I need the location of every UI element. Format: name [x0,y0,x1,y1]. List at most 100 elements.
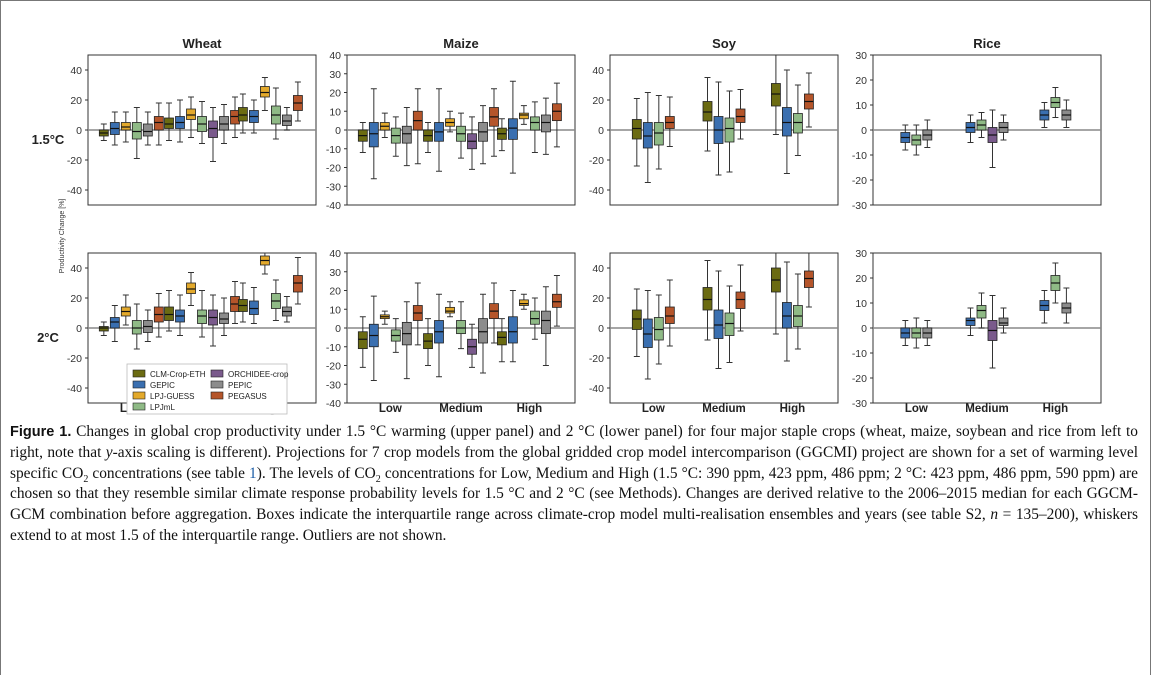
y-tick-label: 40 [329,50,341,62]
iqr-box [197,309,207,324]
box-lpjml-low [131,107,142,159]
y-tick-label: -30 [326,181,341,193]
y-tick-label: -30 [852,200,867,212]
y-tick-label: -10 [852,348,867,360]
box-pepic-medium [219,104,229,144]
box-pegasus-high [292,81,303,122]
box-lpjml-high [1050,87,1061,118]
y-tick-label: -20 [326,361,341,373]
box-orchidee-crop-medium [987,295,998,369]
iqr-box [219,312,229,324]
frame-border-top [0,0,1151,1]
iqr-box [664,306,675,324]
caption-yaxis: y [105,443,113,461]
iqr-box [713,309,724,339]
box-lpjml-low [653,294,664,365]
panel-title: Wheat [183,36,223,51]
box-gepic-low [109,305,120,342]
y-tick-label: 30 [329,69,341,81]
iqr-box [724,312,735,336]
box-pegasus-low [664,96,675,147]
box-lpj-guess-medium [186,96,196,138]
box-gepic-medium [434,293,444,378]
box-gepic-low [900,124,911,151]
x-category-label: Medium [702,403,745,415]
caption-text-5: concentrations for Low, Medium and High … [10,464,1138,524]
iqr-box [998,317,1009,326]
iqr-box [186,282,196,294]
box-lpjml-medium [197,290,207,338]
y-tick-label: 0 [598,323,604,335]
box-clm-crop-eth-medium [702,77,713,152]
iqr-box [631,119,642,140]
box-lpj-guess-medium [445,110,455,133]
iqr-box [109,317,120,329]
y-tick-label: -20 [589,155,604,167]
box-lpjml-medium [724,90,735,173]
y-tick-label: -40 [326,398,341,410]
box-lpj-guess-high [259,252,270,275]
box-lpjml-low [390,318,401,353]
iqr-box [120,122,131,131]
box-pegasus-medium [735,89,746,140]
iqr-box [153,116,164,131]
box-orchidee-crop-medium [208,107,218,162]
box-pepic-low [142,309,153,342]
box-gepic-medium [713,81,724,176]
box-orchidee-crop-medium [467,116,477,170]
iqr-box [237,107,248,122]
iqr-box [735,291,746,309]
iqr-box [259,86,270,98]
table-ref-link[interactable]: 1 [249,464,257,482]
x-category-label: High [517,403,543,415]
legend-swatch [132,369,146,378]
box-clm-crop-eth-medium [423,122,433,153]
caption-sub-1: 2 [83,473,89,485]
y-tick-label: 30 [855,50,867,62]
iqr-box [368,122,379,148]
y-tick-label: 40 [70,263,82,275]
panel-rice-0: -30 -20 -10 0 10 20 30 Rice [852,36,1102,212]
box-clm-crop-eth-high [771,54,781,135]
y-tick-label: 0 [76,125,82,137]
y-tick-label: -30 [326,379,341,391]
box-pepic-low [922,119,933,148]
box-pegasus-low [153,293,164,338]
box-clm-crop-eth-medium [702,260,713,341]
x-category-label: Low [905,403,928,415]
y-tick-label: 40 [70,65,82,77]
box-orchidee-crop-medium [208,294,218,347]
box-pegasus-low [664,279,675,347]
y-tick-label: 20 [70,95,82,107]
y-tick-label: 0 [598,125,604,137]
legend-swatch [132,380,146,389]
y-tick-label: 40 [592,263,604,275]
iqr-box [478,318,488,344]
iqr-box [793,113,803,134]
y-tick-label: 20 [855,273,867,285]
x-category-label: Medium [439,403,482,415]
legend-frame [126,363,288,415]
box-lpjml-low [390,116,401,157]
box-gepic-high [507,80,518,174]
y-tick-label: -40 [326,200,341,212]
box-pegasus-medium [489,88,499,157]
box-pegasus-low [153,102,164,146]
legend: CLM-Crop-ETH ORCHIDEE-crop GEPIC PEPIC LPJ-G… [126,363,289,415]
box-gepic-medium [965,114,976,143]
row-label-2c: 2°C [37,330,59,345]
iqr-box [507,316,518,344]
box-lpj-guess-medium [445,301,455,318]
y-tick-label: -20 [589,353,604,365]
box-lpjml-high [793,273,803,350]
legend-label: PEPIC [228,381,252,390]
row-label-1-5c: 1.5°C [32,132,65,147]
y-tick-label: -40 [589,185,604,197]
y-tick-label: 20 [592,293,604,305]
y-tick-label: -20 [67,155,82,167]
iqr-box [530,310,540,325]
y-tick-label: -40 [67,383,82,395]
y-tick-label: -40 [589,383,604,395]
iqr-box [401,125,412,144]
box-pepic-high [1061,287,1072,324]
